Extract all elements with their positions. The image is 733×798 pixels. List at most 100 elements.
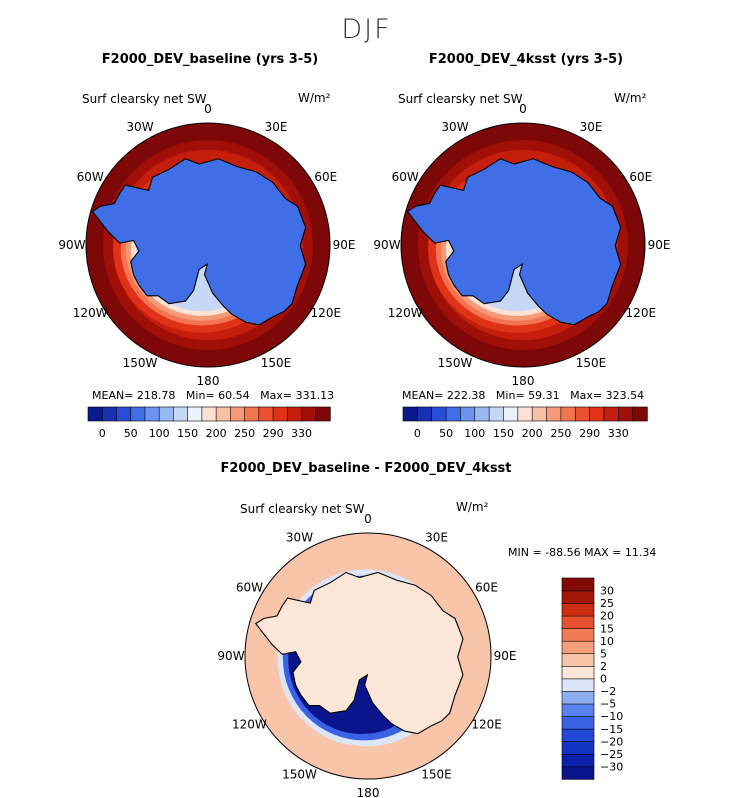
- lon-label: 90E: [648, 238, 671, 252]
- colorbar-tick-label: 50: [439, 427, 453, 440]
- map-boundary: [400, 122, 646, 368]
- colorbar-swatch: [561, 653, 595, 667]
- colorbar-swatch: [101, 406, 118, 422]
- panel-2-max-label: Max=: [570, 389, 603, 402]
- lon-label: 90W: [58, 238, 85, 252]
- panel-2-max-value: 323.54: [605, 389, 645, 402]
- colorbar-swatch: [589, 406, 605, 422]
- colorbar-tick-label: 100: [464, 427, 485, 440]
- panel-1-units: W/m²: [298, 91, 331, 105]
- colorbar-swatch: [201, 406, 217, 422]
- panel-1-mean-value: 218.78: [136, 389, 176, 402]
- lon-label: 60W: [392, 170, 419, 184]
- colorbar-swatch: [632, 406, 648, 422]
- colorbar-swatch: [173, 406, 189, 422]
- colorbar-tick-label: 200: [206, 427, 227, 440]
- colorbar-tick-label: 330: [291, 427, 312, 440]
- lon-label: 150W: [123, 356, 158, 370]
- colorbar-tick-label: −10: [600, 710, 623, 723]
- colorbar-swatch: [474, 406, 490, 422]
- colorbar-swatch: [144, 406, 160, 422]
- lon-label: 150W: [282, 768, 317, 782]
- lon-label: 120W: [73, 306, 108, 320]
- colorbar-swatch: [531, 406, 548, 422]
- colorbar-2: 0 50 100 150 200 250 290 330: [402, 406, 648, 440]
- colorbar-swatch: [230, 406, 246, 422]
- lon-label: 180: [512, 374, 535, 388]
- colorbar-swatch: [488, 406, 505, 422]
- colorbar-tick-label: −5: [600, 698, 616, 711]
- lon-label: 60E: [629, 170, 652, 184]
- panel-2-stats: MEAN= 222.38 Min= 59.31 Max= 323.54: [402, 389, 644, 402]
- colorbar-swatch: [617, 406, 634, 422]
- panel-1-title: F2000_DEV_baseline (yrs 3-5): [101, 52, 319, 67]
- colorbar-swatch: [561, 602, 595, 617]
- figure-title: DJF: [341, 14, 392, 45]
- colorbar-swatch: [286, 406, 303, 422]
- colorbar-swatch: [546, 406, 562, 422]
- colorbar-tick-label: 5: [600, 647, 607, 660]
- panel-1-min-label: Min=: [185, 389, 215, 402]
- colorbar-swatch: [258, 406, 274, 422]
- colorbar-tick-label: 150: [493, 427, 514, 440]
- panel-2-map: [401, 123, 645, 367]
- colorbar-swatch: [417, 406, 433, 422]
- colorbar-tick-label: 250: [234, 427, 255, 440]
- panel-3-map: [245, 533, 491, 779]
- lon-label: 90W: [373, 238, 400, 252]
- lon-label: 90E: [333, 238, 356, 252]
- panel-1-max-label: Max=: [260, 389, 293, 402]
- colorbar-swatch: [574, 406, 591, 422]
- colorbar-swatch: [187, 406, 203, 422]
- colorbar-swatch: [561, 627, 595, 642]
- lon-label: 150W: [438, 356, 473, 370]
- panel-2-units: W/m²: [614, 91, 647, 105]
- colorbar-swatch: [561, 715, 595, 730]
- lon-label: 120E: [471, 718, 502, 732]
- panel-2-min-value: 59.31: [528, 389, 560, 402]
- panel-1-map: [86, 123, 330, 367]
- lon-label: 30W: [126, 120, 153, 134]
- colorbar-tick-label: 10: [600, 635, 614, 648]
- lon-label: 30E: [580, 120, 603, 134]
- colorbar-tick-label: 30: [600, 585, 614, 598]
- colorbar-swatch: [561, 640, 595, 655]
- colorbar-tick-label: 330: [608, 427, 629, 440]
- colorbar-swatch: [244, 406, 260, 422]
- lon-label: 150E: [576, 356, 607, 370]
- colorbar-swatch: [87, 406, 103, 422]
- colorbar-swatch: [560, 406, 576, 422]
- lon-label: 60W: [236, 581, 263, 595]
- colorbar-tick-label: 0: [600, 673, 607, 686]
- colorbar-swatch: [431, 406, 447, 422]
- colorbar-swatch: [158, 406, 175, 422]
- lon-label: 60W: [77, 170, 104, 184]
- panel-3-title: F2000_DEV_baseline - F2000_DEV_4ksst: [220, 461, 512, 476]
- lon-label: 150E: [261, 356, 292, 370]
- colorbar-tick-label: 150: [177, 427, 198, 440]
- map-boundary: [85, 122, 331, 368]
- colorbar-swatch: [402, 406, 419, 422]
- colorbar-tick-label: −30: [600, 760, 623, 773]
- colorbar-tick-label: 20: [600, 610, 614, 623]
- lon-label: 180: [357, 786, 380, 798]
- colorbar-tick-label: −2: [600, 685, 616, 698]
- colorbar-swatch: [272, 406, 288, 422]
- colorbar-swatch: [561, 690, 595, 705]
- colorbar-swatch: [445, 406, 462, 422]
- panel-1-stats: MEAN= 218.78 Min= 60.54 Max= 331.13: [92, 389, 334, 402]
- lon-label: 60E: [314, 170, 337, 184]
- panel-1-min-value: 60.54: [218, 389, 250, 402]
- colorbar-swatch: [215, 406, 232, 422]
- lon-label: 90W: [217, 649, 244, 663]
- colorbar-swatch: [603, 406, 619, 422]
- panel-3-units: W/m²: [456, 500, 489, 514]
- panel-1-max-value: 331.13: [295, 389, 335, 402]
- colorbar-swatch: [561, 741, 595, 755]
- lon-label: 120E: [311, 306, 342, 320]
- colorbar-swatch: [561, 766, 595, 780]
- map-boundary: [244, 532, 492, 780]
- panel-3-variable-label: Surf clearsky net SW: [240, 502, 365, 516]
- lon-label: 30E: [425, 530, 448, 544]
